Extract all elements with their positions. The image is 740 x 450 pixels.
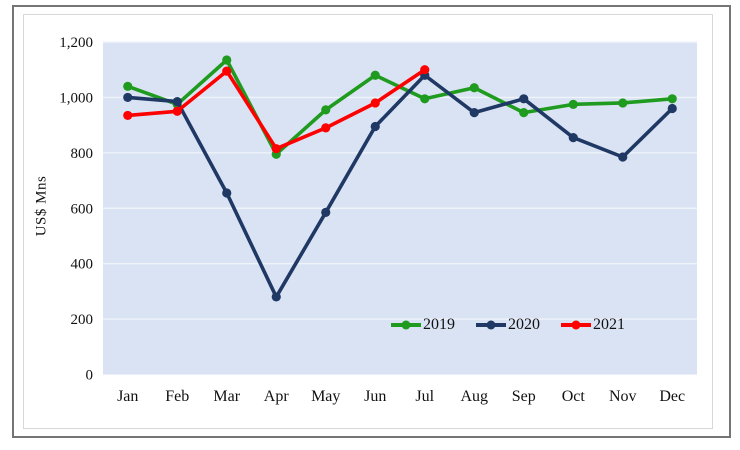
legend-dot-icon	[401, 320, 411, 330]
data-point-2019-Jun	[370, 70, 380, 80]
series-line-2020	[125, 73, 675, 299]
legend-label: 2020	[508, 316, 540, 333]
legend-item: 2020	[476, 316, 540, 334]
y-tick-label: 1,200	[59, 35, 93, 51]
data-point-2020-Jan	[123, 92, 133, 103]
y-tick-label: 400	[71, 257, 94, 273]
data-point-2020-Jun	[370, 121, 380, 132]
legend-line-marker-icon	[476, 320, 506, 330]
data-point-2020-May	[321, 207, 331, 218]
data-point-2020-Mar	[222, 188, 232, 198]
legend-label: 2021	[593, 316, 625, 333]
data-point-2019-Oct	[568, 99, 578, 109]
x-tick-label: Nov	[609, 388, 637, 405]
data-point-2019-Aug	[469, 83, 479, 93]
data-point-2019-Dec	[667, 94, 677, 104]
y-tick-label: 1,000	[59, 90, 93, 106]
x-tick-label: May	[311, 388, 340, 405]
legend-line-marker-icon	[391, 320, 421, 330]
legend-item: 2019	[391, 316, 455, 334]
data-point-2021-Jan	[123, 110, 133, 121]
data-point-2020-Aug	[469, 108, 479, 118]
data-point-2019-Mar	[222, 55, 232, 65]
legend-dot-icon	[571, 320, 581, 330]
y-tick-label: 0	[86, 368, 94, 384]
y-axis-title: US$ Mns	[33, 175, 50, 237]
data-point-2020-Dec	[667, 103, 677, 114]
y-tick-label: 600	[71, 201, 94, 217]
data-point-2020-Sep	[519, 94, 529, 104]
data-point-2020-Oct	[568, 132, 578, 143]
data-point-2021-Apr	[271, 144, 281, 154]
data-point-2020-Apr	[271, 292, 281, 302]
data-point-2021-Jul	[420, 65, 430, 75]
x-tick-label: Dec	[659, 388, 685, 405]
data-point-2020-Feb	[172, 96, 182, 107]
data-point-2021-Feb	[172, 106, 182, 116]
data-point-2019-Jan	[123, 81, 133, 91]
data-point-2019-Nov	[618, 98, 628, 108]
data-point-2021-Jun	[370, 98, 380, 108]
x-tick-label: Jan	[117, 388, 138, 405]
x-tick-label: Oct	[562, 388, 586, 405]
y-tick-label: 800	[71, 146, 94, 162]
legend-item: 2021	[561, 316, 625, 334]
data-point-2020-Nov	[618, 152, 628, 162]
chart-legend: 2019 2020 2021	[391, 316, 625, 334]
data-point-2021-May	[321, 123, 331, 133]
x-tick-label: Feb	[165, 388, 189, 405]
x-tick-label: Sep	[512, 388, 536, 405]
x-tick-label: Jul	[415, 388, 434, 405]
x-tick-label: Aug	[460, 388, 488, 405]
data-point-2019-Sep	[519, 108, 529, 118]
data-point-2019-May	[321, 105, 331, 115]
x-tick-label: Apr	[264, 388, 290, 405]
data-point-2019-Jul	[420, 94, 430, 104]
data-point-2021-Mar	[222, 66, 232, 76]
legend-dot-icon	[486, 320, 496, 330]
legend-label: 2019	[423, 316, 455, 333]
legend-line-marker-icon	[561, 320, 591, 330]
x-tick-label: Jun	[364, 388, 386, 405]
y-tick-label: 200	[71, 312, 94, 328]
x-tick-label: Mar	[213, 388, 240, 405]
